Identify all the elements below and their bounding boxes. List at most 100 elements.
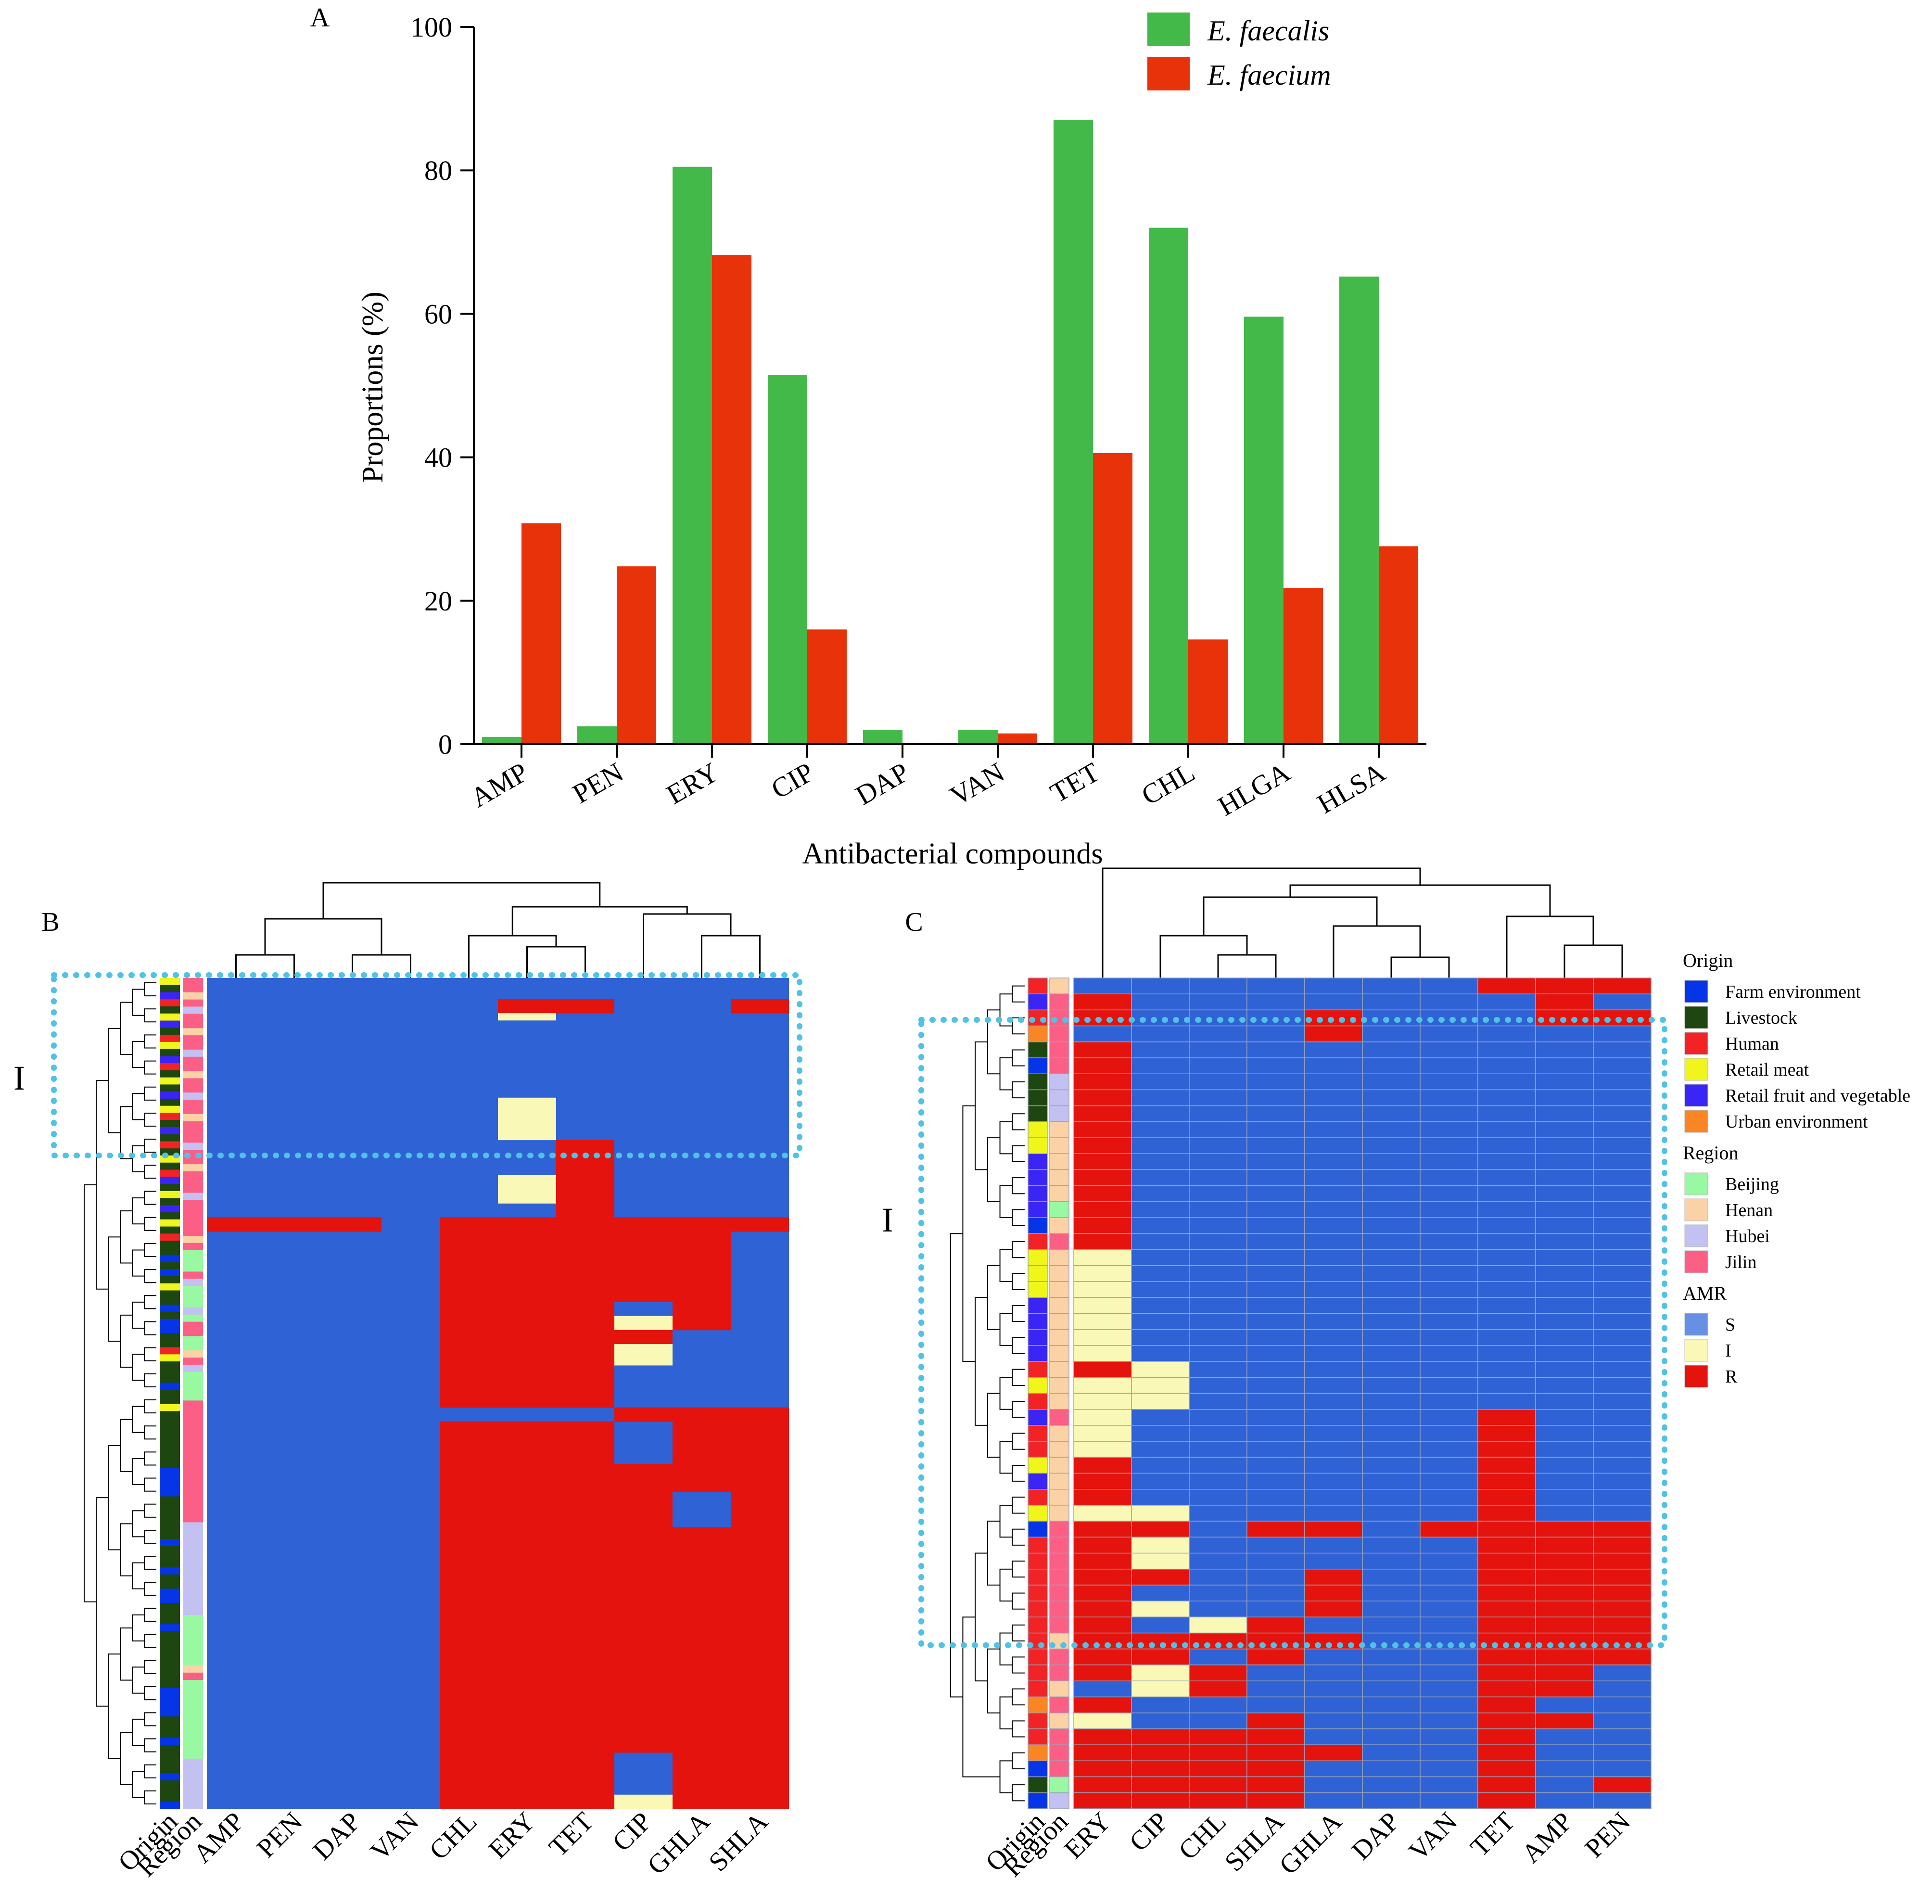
origin-cell xyxy=(160,1241,180,1248)
region-legend-label: Jilin xyxy=(1725,1252,1756,1272)
cell-amp xyxy=(1535,1265,1594,1282)
cell-chl xyxy=(1189,1393,1247,1410)
y-tick-label: 60 xyxy=(424,298,452,330)
cell-amp xyxy=(1535,1105,1594,1122)
origin-cell xyxy=(1028,1457,1048,1474)
cell-ery xyxy=(1073,1233,1132,1250)
region-cell xyxy=(183,1171,203,1179)
origin-cell xyxy=(160,1276,180,1284)
cell-amp xyxy=(1535,1201,1594,1218)
region-cell xyxy=(1049,1600,1069,1618)
bar-faecium-cip xyxy=(807,629,847,744)
dendro-branch xyxy=(1012,1273,1025,1290)
cell-tet xyxy=(1477,1329,1536,1346)
cell-ery xyxy=(498,999,556,1014)
dendro-branch xyxy=(1012,1528,1025,1546)
cell-ghla xyxy=(1304,1329,1363,1346)
cell-cip xyxy=(1131,1600,1190,1618)
panel-b-cells xyxy=(207,978,789,1809)
region-cell xyxy=(1049,1057,1069,1075)
origin-cell xyxy=(160,1560,180,1568)
origin-cell xyxy=(160,1489,180,1497)
region-cell xyxy=(183,1787,203,1795)
origin-cell xyxy=(1028,1472,1048,1490)
cell-cip xyxy=(1131,1233,1190,1250)
cell-pen xyxy=(1593,1569,1652,1586)
cell-amp xyxy=(1535,1169,1594,1186)
region-legend-swatch xyxy=(1684,1172,1708,1195)
region-cell xyxy=(1049,1233,1069,1250)
cell-cip xyxy=(1131,1489,1190,1506)
region-cell xyxy=(183,1658,203,1666)
cell-amp xyxy=(1535,1585,1594,1602)
origin-cell xyxy=(160,1319,180,1326)
cell-van xyxy=(1420,1425,1478,1442)
cell-pen xyxy=(1593,1552,1652,1570)
region-cell xyxy=(1049,1361,1069,1378)
origin-cell xyxy=(160,1666,180,1675)
cell-chl xyxy=(1189,1600,1247,1618)
cell-cip xyxy=(1131,1521,1190,1538)
cell-amp xyxy=(1535,1505,1594,1522)
cell-amp xyxy=(1535,1472,1594,1490)
origin-cell xyxy=(160,1070,180,1078)
origin-cell xyxy=(160,1269,180,1277)
cell-chl xyxy=(1189,1025,1247,1042)
cell-cip xyxy=(614,1316,673,1331)
cell-tet xyxy=(1477,1201,1536,1218)
origin-cell xyxy=(160,1041,180,1050)
origin-cell xyxy=(160,1738,180,1745)
bar-faecium-van xyxy=(998,733,1037,744)
region-cell xyxy=(1049,1313,1069,1330)
panel-c-label: C xyxy=(905,907,923,937)
dendro-branch xyxy=(1012,1784,1025,1802)
cell-chl xyxy=(1189,1664,1247,1682)
cell-ghla xyxy=(1304,1760,1363,1777)
cell-tet xyxy=(556,1140,614,1408)
origin-cell xyxy=(1028,1649,1048,1665)
region-cell xyxy=(1049,1201,1069,1218)
cell-chl xyxy=(1189,1552,1247,1570)
legend-label-faecium: E. faecium xyxy=(1207,59,1331,91)
origin-cell xyxy=(160,1390,180,1397)
cell-tet xyxy=(1477,1345,1536,1362)
cell-shla xyxy=(1246,1521,1305,1538)
cell-ery xyxy=(1073,1073,1132,1091)
cell-ery xyxy=(1073,1616,1132,1634)
cell-dap xyxy=(323,1217,381,1232)
region-cell xyxy=(1049,1728,1069,1745)
origin-cell xyxy=(1028,1153,1048,1170)
cell-ghla xyxy=(1304,1489,1363,1506)
panel-c-origin-strip xyxy=(1028,977,1048,1809)
cell-tet xyxy=(1477,1377,1536,1394)
region-cell xyxy=(183,1121,203,1129)
cell-amp xyxy=(1535,1728,1594,1745)
cell-tet xyxy=(1477,1585,1536,1602)
region-cell xyxy=(1049,1153,1069,1170)
cell-ery xyxy=(1073,1201,1132,1218)
amr-legend-swatch xyxy=(1684,1313,1708,1336)
cell-shla xyxy=(1246,1696,1305,1714)
cell-tet xyxy=(1477,1472,1536,1490)
origin-cell xyxy=(160,1084,180,1092)
cell-cip xyxy=(1131,1281,1190,1298)
cell-tet xyxy=(1477,1521,1536,1538)
cell-cip xyxy=(1131,1680,1190,1698)
cell-van xyxy=(1420,1345,1478,1362)
cell-amp xyxy=(1535,1297,1594,1314)
cell-ery xyxy=(1073,1728,1132,1745)
region-cell xyxy=(183,1408,203,1415)
origin-cell xyxy=(160,1539,180,1547)
region-cell xyxy=(1049,1297,1069,1314)
dendro-branch xyxy=(1012,1209,1025,1226)
cell-chl xyxy=(1189,1377,1247,1394)
region-cell xyxy=(183,1429,203,1437)
cell-ery xyxy=(1073,1489,1132,1506)
cell-ery xyxy=(498,1013,556,1021)
cell-pen xyxy=(1593,1521,1652,1538)
bar-faecalis-tet xyxy=(1054,120,1093,745)
dendro-branch xyxy=(1012,1625,1025,1642)
dendro-branch xyxy=(987,1648,1000,1714)
cell-pen xyxy=(1593,1664,1652,1682)
cell-dap xyxy=(1362,1089,1421,1106)
